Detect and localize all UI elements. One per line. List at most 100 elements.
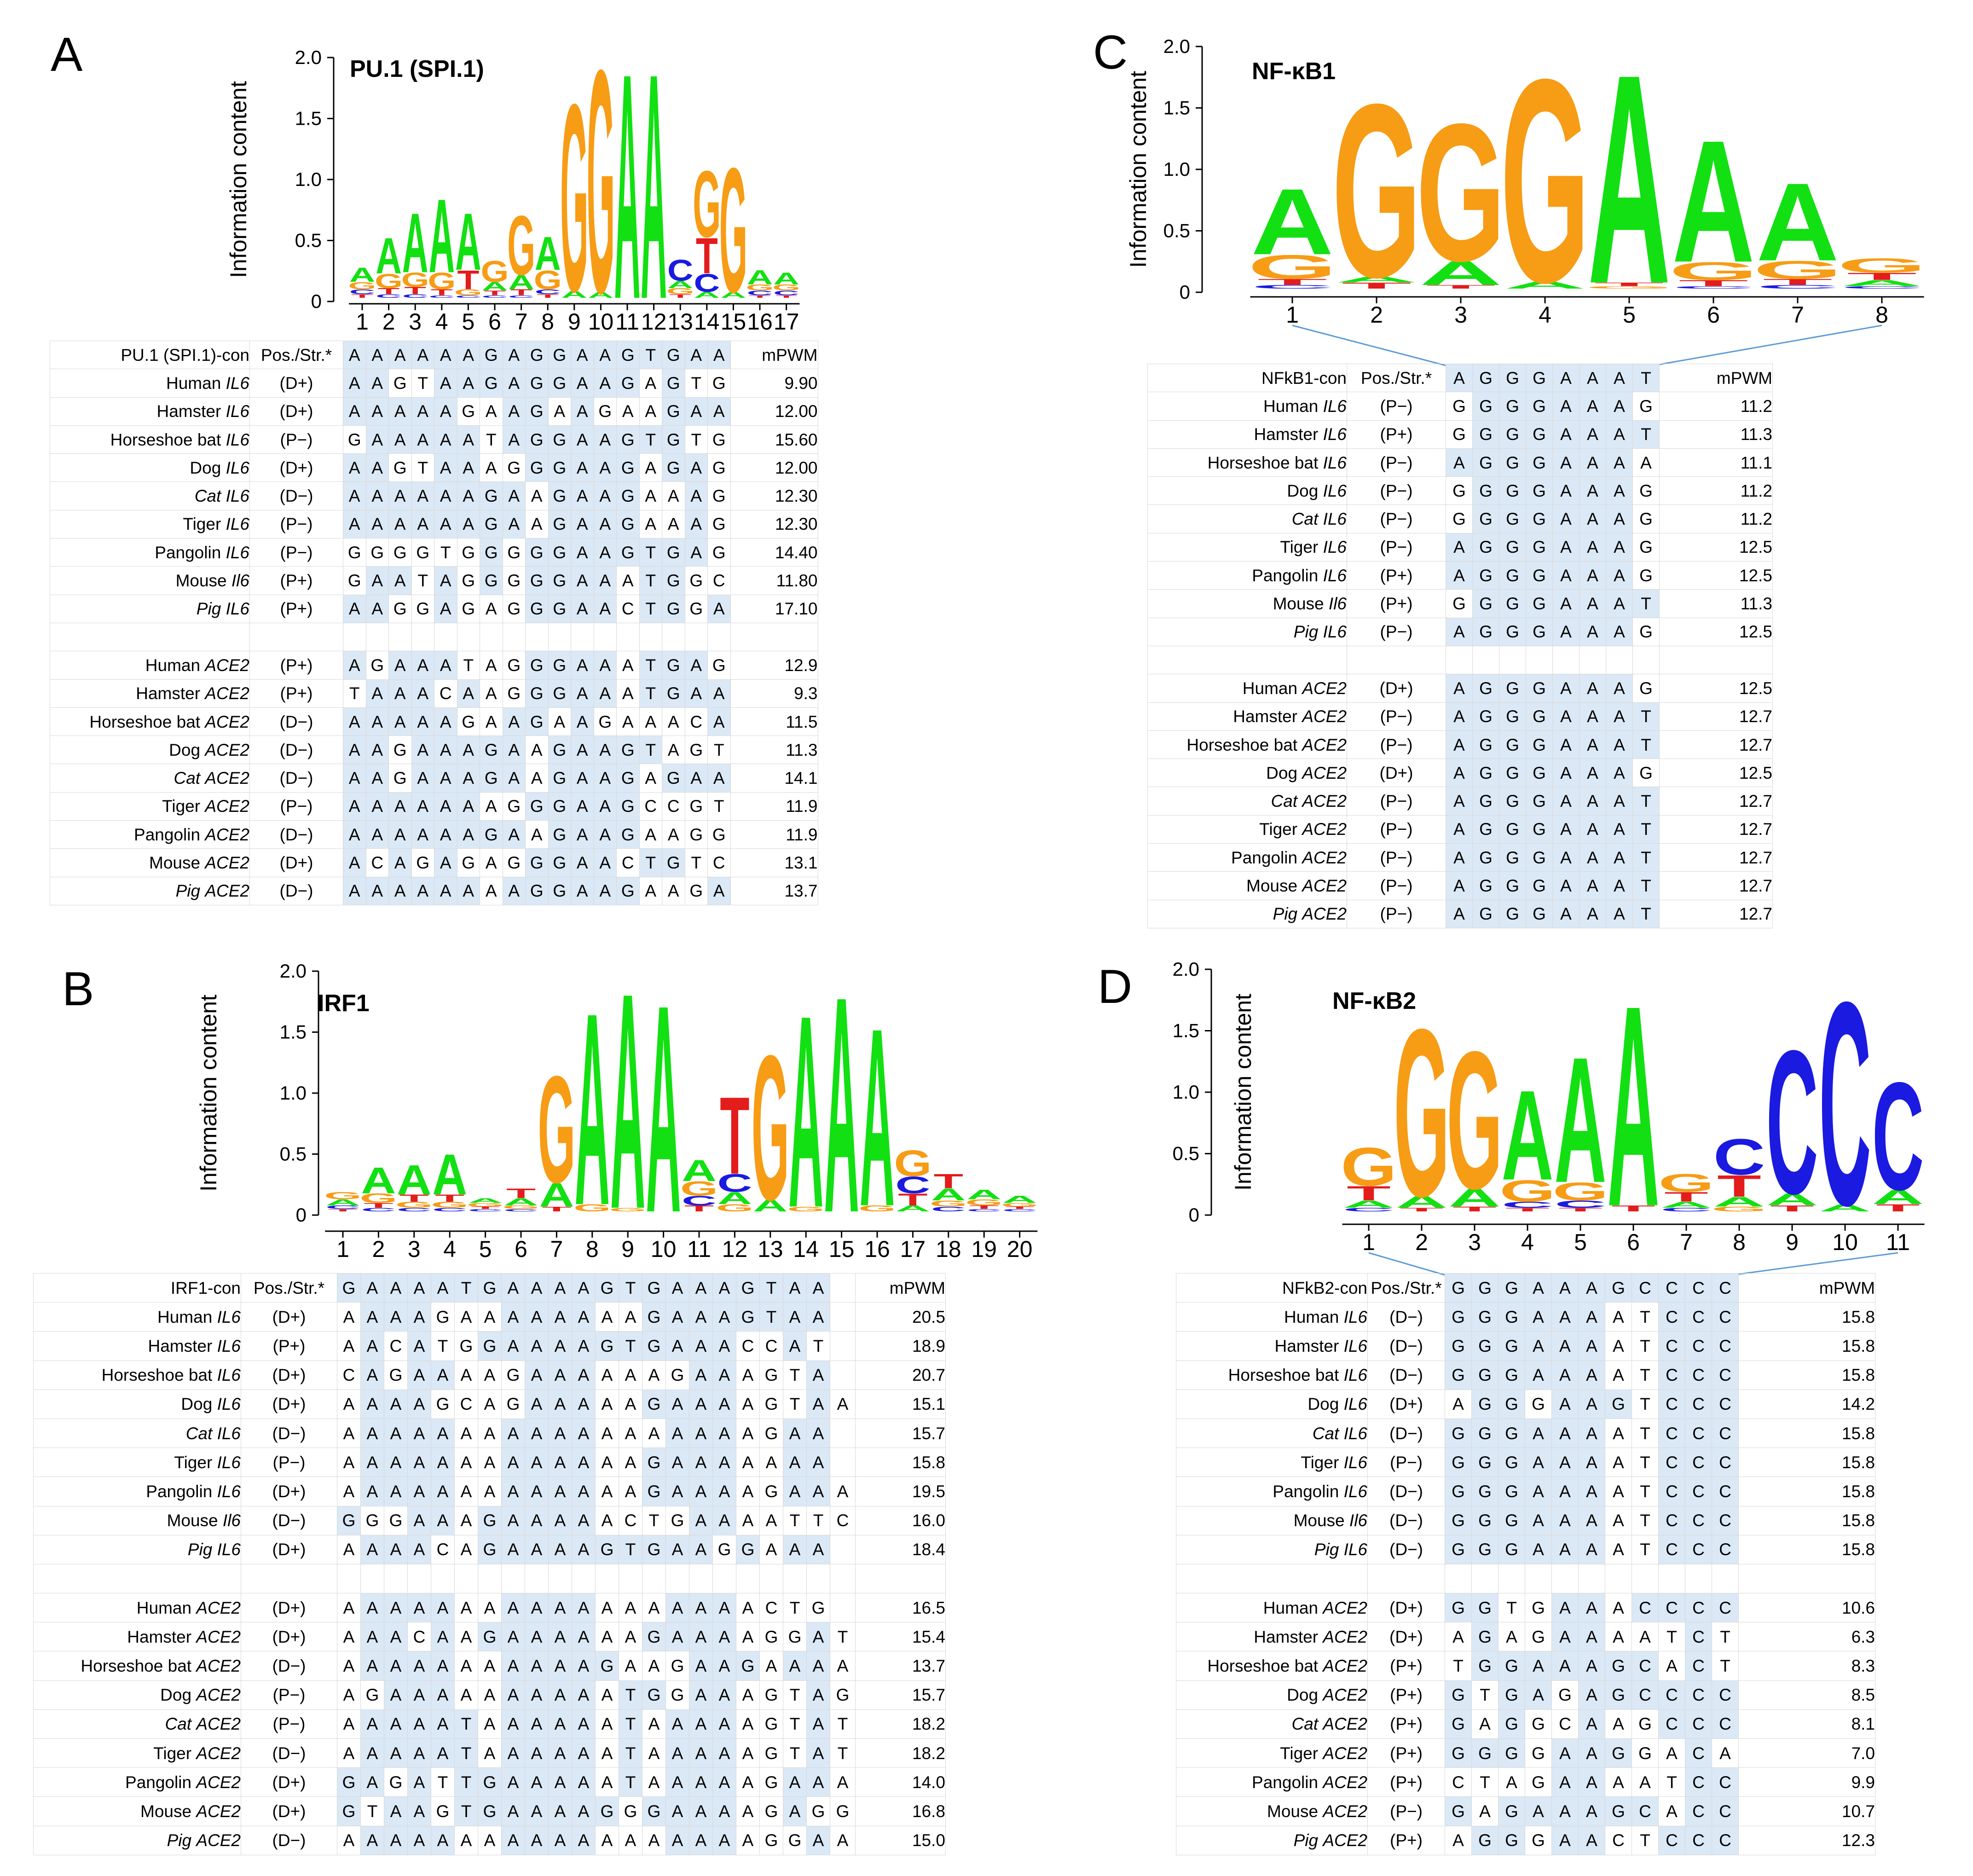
nucleotide-cell: A	[1446, 674, 1473, 703]
nucleotide-cell: G	[1472, 504, 1499, 533]
nucleotide-cell: G	[480, 735, 503, 764]
nucleotide-cell: A	[337, 1825, 361, 1855]
strand-cell: (D−)	[1367, 1476, 1445, 1506]
position-label: 9	[621, 1236, 634, 1262]
mpwm-cell: 16.5	[855, 1593, 946, 1623]
nucleotide-cell: A	[365, 679, 389, 708]
header-cell: A	[572, 1273, 596, 1303]
nucleotide-cell: A	[411, 651, 434, 680]
nucleotide-cell: A	[360, 1534, 384, 1564]
nucleotide-cell: A	[1606, 561, 1633, 590]
nucleotide-cell: A	[712, 1389, 736, 1419]
species-cell: Mouse Il6	[1176, 1505, 1368, 1535]
species-cell: Mouse Il6	[1147, 589, 1347, 618]
logo-letter-T: T	[1505, 1207, 1550, 1212]
nucleotide-cell: A	[1525, 1331, 1552, 1361]
nucleotide-cell: G	[388, 735, 412, 764]
nucleotide-cell: G	[480, 566, 503, 595]
nucleotide-cell: G	[525, 876, 549, 905]
nucleotide-cell: A	[411, 820, 434, 849]
nucleotide-cell: A	[642, 1418, 666, 1448]
nucleotide-cell: G	[662, 369, 685, 398]
header-cell: A	[388, 340, 412, 370]
nucleotide-cell: A	[343, 481, 366, 510]
nucleotide-cell: A	[1606, 759, 1633, 787]
header-cell: G	[1605, 1273, 1632, 1303]
mpwm-cell: 15.8	[1738, 1534, 1875, 1564]
y-tick-label: 1.0	[1163, 158, 1190, 180]
nucleotide-cell: G	[1471, 1825, 1499, 1855]
species-cell: Hamster ACE2	[50, 679, 250, 708]
nucleotide-cell: G	[478, 1331, 502, 1361]
nucleotide-cell: A	[616, 679, 640, 708]
nucleotide-cell: A	[548, 1302, 572, 1332]
nucleotide-cell: A	[360, 1825, 384, 1855]
nucleotide-cell: A	[1579, 815, 1606, 844]
nucleotide-cell: A	[1578, 1593, 1605, 1623]
nucleotide-cell: G	[1499, 476, 1526, 505]
nucleotide-cell: A	[407, 1593, 431, 1623]
nucleotide-cell: A	[1578, 1622, 1605, 1652]
nucleotide-cell: A	[525, 735, 549, 764]
panel-label: A	[51, 28, 83, 81]
logo-letter-G: G	[858, 1204, 896, 1213]
nucleotide-cell: A	[434, 453, 457, 482]
nucleotide-cell: A	[411, 425, 434, 454]
gene-name: IL6	[217, 1424, 241, 1443]
nucleotide-cell: A	[525, 481, 549, 510]
nucleotide-cell: C	[1685, 1505, 1712, 1535]
logo-letter-G: G	[395, 1200, 433, 1210]
nucleotide-cell: G	[1498, 1651, 1525, 1681]
nucleotide-cell: A	[1525, 1505, 1552, 1535]
nucleotide-cell: A	[360, 1476, 384, 1506]
species-name: Pig	[167, 1831, 192, 1850]
nucleotide-cell: G	[502, 651, 526, 680]
nucleotide-cell: A	[434, 651, 457, 680]
nucleotide-cell: A	[388, 566, 412, 595]
species-cell: Tiger ACE2	[50, 792, 250, 821]
nucleotide-cell: T	[639, 594, 662, 623]
blank-cell	[1632, 645, 1660, 675]
logo-letter-G: G	[930, 1199, 967, 1208]
strand-cell: (P−)	[241, 1448, 337, 1477]
species-cell: Pangolin IL6	[50, 538, 250, 567]
nucleotide-cell: T	[1632, 899, 1660, 928]
header-cell: A	[689, 1273, 713, 1303]
nucleotide-cell: G	[1498, 1680, 1525, 1710]
table-row: Tiger ACE2 (P−) A A A A A A A G G G A A G C C G T 11.9	[50, 792, 818, 821]
nucleotide-cell: C	[1685, 1331, 1712, 1361]
blank-cell	[616, 622, 640, 652]
nucleotide-cell: A	[684, 510, 708, 539]
strand-cell: (D+)	[1347, 674, 1446, 703]
nucleotide-cell: A	[1525, 1360, 1552, 1390]
position-label: 8	[1875, 302, 1888, 328]
nucleotide-cell: A	[411, 735, 434, 764]
nucleotide-cell: A	[689, 1738, 713, 1768]
nucleotide-cell: G	[411, 594, 434, 623]
logo-letter-A: A	[1766, 1190, 1818, 1209]
nucleotide-cell: G	[1471, 1534, 1499, 1564]
strand-cell: (D+)	[241, 1389, 337, 1419]
nucleotide-cell: A	[501, 1709, 525, 1739]
nucleotide-cell: A	[501, 1767, 525, 1797]
species-name: Tiger	[1280, 538, 1319, 557]
nucleotide-cell: A	[572, 1680, 596, 1710]
nucleotide-cell: A	[665, 1709, 689, 1739]
nucleotide-cell: G	[1445, 1505, 1472, 1535]
nucleotide-cell: A	[616, 397, 640, 426]
nucleotide-cell: G	[411, 848, 434, 877]
table-row: Hamster IL6 (P+) G G G G A A A T 11.3	[1147, 420, 1773, 449]
nucleotide-cell: A	[736, 1418, 760, 1448]
gene-name: IL6	[1343, 1366, 1367, 1385]
header-cell: G	[736, 1273, 760, 1303]
nucleotide-cell: A	[1578, 1534, 1605, 1564]
nucleotide-cell: C	[759, 1593, 783, 1623]
mpwm-cell: 11.80	[730, 566, 818, 595]
nucleotide-cell: G	[707, 510, 731, 539]
y-tick-label: 0	[311, 290, 322, 312]
gene-name: IL6	[226, 458, 249, 477]
table-row: Cat IL6 (D−) A A A A A A G A A G A A G A A A G 12.30	[50, 481, 818, 510]
logo-letter-A: A	[1713, 1194, 1765, 1209]
blank-cell	[388, 622, 412, 652]
logo-title: NF-κB2	[1332, 988, 1417, 1014]
